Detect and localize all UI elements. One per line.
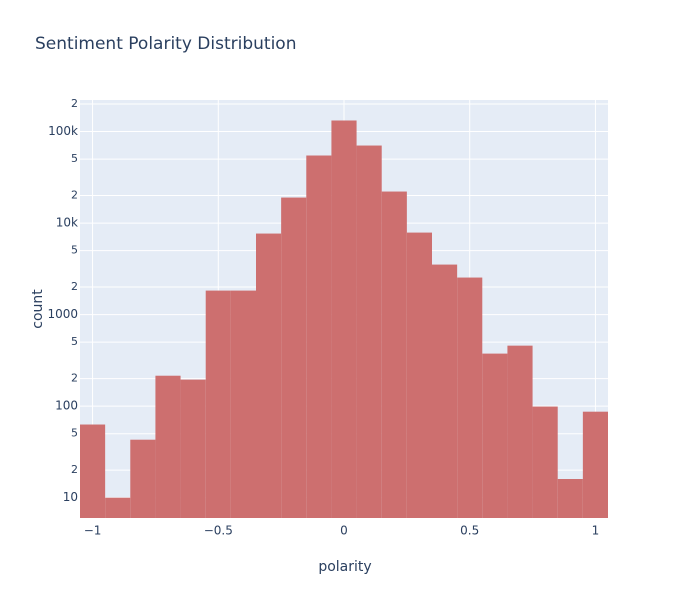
bar: [507, 345, 533, 518]
bar: [331, 120, 357, 518]
x-axis-title: polarity: [318, 559, 371, 575]
bar: [180, 379, 206, 518]
y-tick-label: 2: [71, 97, 78, 110]
bar: [557, 479, 583, 518]
bar: [256, 233, 282, 519]
bar: [230, 290, 256, 518]
y-tick-label: 5: [71, 427, 78, 440]
x-tick-label: 0.5: [460, 524, 479, 538]
bar: [582, 411, 608, 518]
y-tick-label: 2: [71, 280, 78, 293]
bar: [105, 497, 131, 518]
y-tick-label: 10k: [56, 216, 78, 230]
bar: [306, 155, 332, 518]
bar: [406, 232, 432, 518]
bar: [457, 277, 483, 518]
y-tick-label: 2: [71, 189, 78, 202]
bar: [532, 406, 558, 518]
bar: [205, 290, 231, 518]
x-tick-label: −0.5: [204, 524, 233, 538]
y-tick-label: 10: [63, 490, 78, 504]
y-tick-label: 2: [71, 372, 78, 385]
y-tick-label: 5: [71, 152, 78, 165]
bar: [281, 197, 307, 518]
bar: [155, 375, 181, 518]
y-tick-label: 2: [71, 463, 78, 476]
bars: [80, 120, 608, 519]
bar: [482, 353, 508, 518]
bar: [80, 424, 106, 518]
x-tick-label: 0: [340, 524, 348, 538]
bar: [432, 264, 458, 518]
bar: [130, 439, 156, 518]
y-tick-label: 100: [55, 399, 78, 413]
x-tick-label: 1: [592, 524, 600, 538]
bar: [356, 145, 382, 518]
y-tick-label: 5: [71, 335, 78, 348]
y-axis-title: count: [30, 289, 46, 329]
chart-title: Sentiment Polarity Distribution: [35, 34, 296, 54]
y-tick-label: 5: [71, 244, 78, 257]
y-tick-label: 100k: [48, 124, 78, 138]
x-tick-label: −1: [84, 524, 102, 538]
bar: [381, 191, 407, 518]
y-tick-label: 1000: [47, 307, 78, 321]
